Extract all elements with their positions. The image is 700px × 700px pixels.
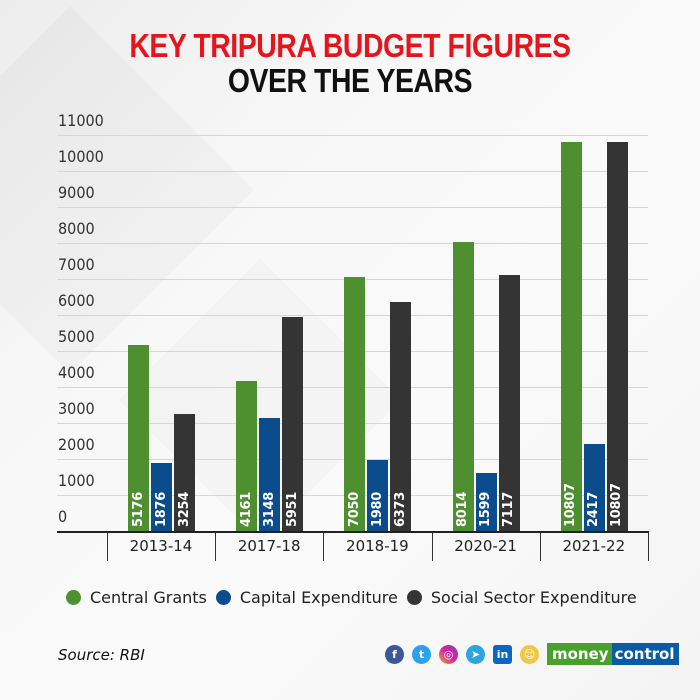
y-tick-label: 0	[58, 507, 68, 526]
gridline	[57, 171, 648, 172]
bar-value-label: 5176	[130, 492, 146, 527]
bar-social-sector-expenditure[interactable]: 7117	[498, 274, 520, 531]
legend-label: Capital Expenditure	[239, 588, 398, 607]
chart-title: KEY TRIPURA BUDGET FIGURES	[129, 27, 571, 64]
social-links: f t ◎ ➤ in ☺ money control	[385, 643, 680, 665]
gridline	[57, 207, 648, 208]
x-axis-divider	[431, 533, 433, 561]
bar-value-label: 10807	[609, 483, 625, 527]
facebook-icon[interactable]: f	[385, 644, 404, 664]
y-tick-label: 10000	[58, 147, 104, 166]
telegram-icon[interactable]: ➤	[466, 644, 485, 664]
legend-label: Social Sector Expenditure	[430, 588, 637, 607]
brand-part1: money	[547, 643, 612, 665]
bar-value-label: 7117	[501, 492, 517, 527]
bar-value-label: 5951	[284, 492, 300, 527]
legend: Central Grants Capital Expenditure Social …	[66, 588, 646, 607]
y-tick-label: 5000	[58, 327, 95, 346]
x-tick-label: 2013-14	[129, 537, 193, 555]
bar-value-label: 10807	[563, 483, 579, 527]
y-tick-label: 11000	[58, 111, 104, 130]
bar-capital-expenditure[interactable]: 1876	[151, 463, 172, 531]
bar-central-grants[interactable]: 4161	[236, 381, 258, 531]
bar-value-label: 2417	[586, 492, 602, 527]
chart-subtitle: OVER THE YEARS	[227, 62, 473, 99]
bar-capital-expenditure[interactable]: 3148	[259, 417, 281, 531]
y-tick-label: 9000	[58, 183, 95, 202]
legend-item[interactable]: Capital Expenditure	[215, 588, 398, 607]
source-note: Source: RBI	[58, 646, 145, 664]
bar-social-sector-expenditure[interactable]: 6373	[390, 301, 412, 531]
bar-social-sector-expenditure[interactable]: 3254	[174, 413, 195, 531]
x-tick-label: 2018-19	[346, 537, 409, 555]
bar-value-label: 1876	[153, 492, 169, 527]
y-tick-label: 4000	[58, 363, 95, 382]
linkedin-icon[interactable]: in	[493, 644, 512, 664]
y-tick-label: 7000	[58, 255, 95, 274]
y-tick-label: 2000	[58, 435, 95, 454]
legend-item[interactable]: Central Grants	[66, 588, 207, 607]
y-tick-label: 8000	[58, 219, 95, 238]
x-axis-divider	[539, 533, 541, 561]
x-axis-divider	[648, 533, 649, 561]
bar-value-label: 3148	[261, 492, 277, 527]
bar-value-label: 3254	[176, 492, 192, 527]
bar-value-label: 1599	[478, 492, 494, 527]
legend-item[interactable]: Social Sector Expenditure	[406, 588, 637, 607]
y-tick-label: 1000	[58, 471, 95, 490]
bar-central-grants[interactable]: 8014	[452, 242, 474, 531]
legend-dot-icon	[66, 590, 81, 605]
moneycontrol-logo[interactable]: money control	[547, 643, 680, 665]
x-tick-label: 2021-22	[562, 537, 626, 555]
bar-central-grants[interactable]: 5176	[128, 344, 149, 531]
x-axis-divider	[323, 533, 325, 561]
x-axis-divider	[107, 533, 108, 561]
legend-dot-icon	[406, 590, 422, 605]
bar-social-sector-expenditure[interactable]: 10807	[606, 141, 628, 531]
instagram-icon[interactable]: ◎	[439, 644, 458, 664]
brand-part2: control	[611, 643, 680, 665]
bar-value-label: 8014	[455, 492, 471, 527]
bar-central-grants[interactable]: 7050	[344, 277, 366, 531]
gridline	[57, 135, 648, 136]
bar-central-grants[interactable]: 10807	[560, 141, 582, 531]
bar-capital-expenditure[interactable]: 1599	[475, 473, 497, 531]
snapchat-icon[interactable]: ☺	[520, 644, 539, 664]
bar-capital-expenditure[interactable]: 1980	[367, 459, 389, 531]
y-tick-label: 3000	[58, 399, 95, 418]
bar-capital-expenditure[interactable]: 2417	[583, 443, 605, 531]
bar-value-label: 4161	[238, 492, 254, 527]
bar-value-label: 7050	[346, 492, 362, 527]
x-axis	[57, 531, 649, 533]
bar-value-label: 6373	[392, 492, 408, 527]
bar-social-sector-expenditure[interactable]: 5951	[282, 316, 304, 531]
x-axis-divider	[215, 533, 217, 561]
x-tick-label: 2020-21	[454, 537, 517, 555]
legend-label: Central Grants	[90, 588, 207, 607]
twitter-icon[interactable]: t	[412, 644, 431, 664]
bar-value-label: 1980	[369, 492, 385, 527]
y-tick-label: 6000	[58, 291, 95, 310]
legend-dot-icon	[215, 590, 231, 605]
gridline	[57, 243, 648, 244]
x-tick-label: 2017-18	[237, 537, 301, 555]
